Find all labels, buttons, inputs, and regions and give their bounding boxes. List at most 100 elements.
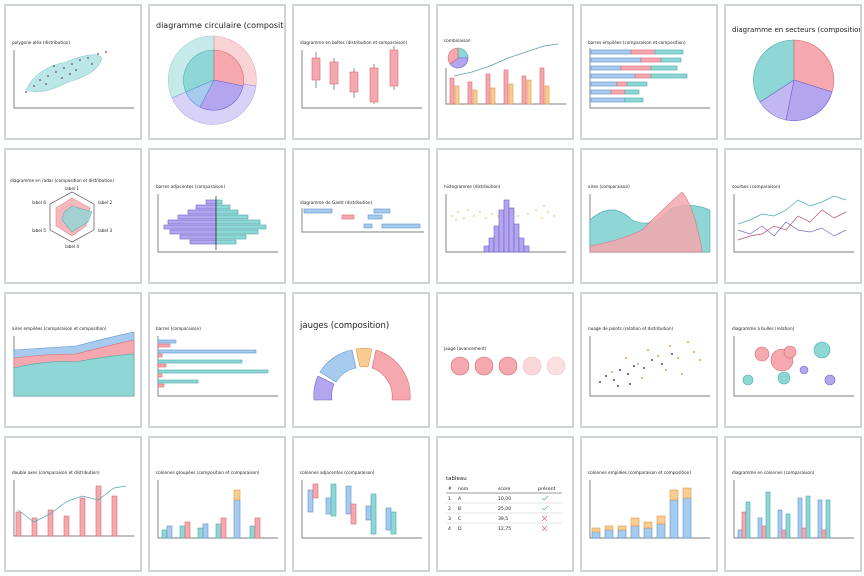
boxes [311, 46, 399, 104]
table-cell: 2 [448, 506, 451, 512]
tile-title: combinaison [444, 38, 471, 43]
table-cell: B [458, 506, 461, 512]
tile-title: jauge (avancement) [443, 346, 487, 351]
table-cell: 3 [448, 516, 451, 522]
thumbnail: barres adjacentes (comparaison) [156, 184, 278, 253]
chart-tile[interactable]: combinaison [436, 4, 574, 140]
points [25, 51, 107, 93]
tile-title: nuage de points (relation et distributio… [588, 326, 674, 331]
chart-tile[interactable]: nuage de points (relation et distributio… [580, 292, 718, 428]
chart-tile[interactable]: colonnes empilées (comparaison et compos… [580, 436, 718, 572]
axis [301, 50, 422, 109]
thumbnail: double axes (comparaison et distribution… [12, 470, 134, 537]
axis [733, 336, 854, 397]
chart-tile[interactable]: courbes (comparaison) [724, 148, 862, 284]
chart-tile[interactable]: diagramme en secteurs (composition) [724, 4, 862, 140]
columns [737, 491, 831, 539]
thumbnail: diagramme en radar (composition et distr… [10, 178, 114, 249]
thumbnail: tableau # nom score présent 1 A 10,00 2 … [446, 476, 562, 532]
cross-icon [541, 515, 548, 522]
chart-tile[interactable]: diagramme en radar (composition et distr… [4, 148, 142, 284]
tile-title: histogramme (distribution) [444, 184, 501, 189]
axis [157, 336, 278, 397]
columns [449, 67, 550, 105]
radar-label: label 2 [98, 200, 112, 205]
table-header: présent [538, 485, 556, 492]
thumbnail: courbes (comparaison) [732, 184, 854, 253]
radar [49, 191, 95, 243]
gantt-bars [303, 208, 421, 229]
chart-tile[interactable]: diagramme circulaire (composition) [148, 4, 286, 140]
radar-label: label 1 [65, 186, 79, 191]
chart-tile[interactable]: jauges (composition) [292, 292, 430, 428]
chart-tile[interactable]: barres (comparaison) [148, 292, 286, 428]
check-icon [541, 495, 549, 501]
line [737, 209, 847, 241]
chart-tile[interactable]: polygone aléa (distribution) [4, 4, 142, 140]
thumbnail: histogramme (distribution) [444, 184, 566, 253]
tile-title: aires empilées (comparaison et compositi… [12, 326, 107, 331]
chart-tile[interactable]: double axes (comparaison et distribution… [4, 436, 142, 572]
table-cell: 12,75 [498, 526, 511, 532]
tile-title: colonnes groupées (composition et compar… [156, 470, 260, 475]
chart-tile[interactable]: colonnes groupées (composition et compar… [148, 436, 286, 572]
thumbnail: diagramme en boîtes (distribution et com… [300, 40, 422, 109]
chart-tile[interactable]: aires (comparaison) [580, 148, 718, 284]
columns [15, 485, 118, 537]
chart-tile[interactable]: jauge (avancement) [436, 292, 574, 428]
axis [733, 480, 854, 539]
table-cell: C [458, 516, 461, 522]
points [611, 341, 701, 379]
axis [157, 194, 278, 253]
chart-tile[interactable]: barres adjacentes (comparaison) [148, 148, 286, 284]
table-cell: 39,5 [498, 516, 508, 522]
thumbnail: colonnes empilées (comparaison et compos… [588, 470, 710, 539]
chart-tile[interactable]: barres empilées (comparaison et composit… [580, 4, 718, 140]
points [599, 353, 673, 387]
thumbnail: nuage de points (relation et distributio… [588, 326, 710, 397]
chart-tile[interactable]: histogramme (distribution) [436, 148, 574, 284]
radar-label: label 3 [98, 228, 112, 233]
line [17, 485, 127, 523]
thumbnail: diagramme de Gantt (distribution) [300, 200, 424, 233]
tile-title: colonnes empilées (comparaison et compos… [588, 470, 691, 475]
table-cell: A [458, 496, 462, 502]
chart-tile[interactable]: diagramme en colonnes (comparaison) [724, 436, 862, 572]
area [13, 353, 135, 397]
polygon [25, 54, 103, 93]
tile-title: barres (comparaison) [156, 326, 201, 331]
table-cell: 10,00 [498, 496, 511, 502]
chart-tile[interactable]: diagramme de Gantt (distribution) [292, 148, 430, 284]
table-header: score [498, 486, 511, 492]
stacked-bars [590, 49, 688, 103]
bubbles [742, 341, 836, 386]
chart-tile[interactable]: aires empilées (comparaison et compositi… [4, 292, 142, 428]
thumbnail: aires empilées (comparaison et compositi… [12, 326, 135, 397]
tile-title: diagramme en boîtes (distribution et com… [300, 40, 407, 45]
tile-title: colonnes adjacentes (comparaison) [300, 470, 375, 475]
tile-title: barres empilées (comparaison et composit… [588, 40, 686, 45]
area [589, 191, 703, 253]
tile-title: double axes (comparaison et distribution… [12, 470, 100, 475]
thumbnail: diagramme circulaire (composition) [156, 21, 284, 125]
bars [157, 339, 269, 388]
chart-tile[interactable]: colonnes adjacentes (comparaison) [292, 436, 430, 572]
line [737, 221, 847, 237]
table-header: nom [458, 487, 469, 492]
axis [733, 194, 854, 253]
thumbnail: barres empilées (comparaison et composit… [588, 40, 710, 109]
chart-tile[interactable]: diagramme à bulles (relation) [724, 292, 862, 428]
table-cell: 25,00 [498, 506, 511, 512]
thumbnail: combinaison [444, 38, 566, 105]
tile-title: diagramme en radar (composition et distr… [10, 178, 114, 183]
tile-title: courbes (comparaison) [732, 184, 781, 189]
chart-tile[interactable]: tableau # nom score présent 1 A 10,00 2 … [436, 436, 574, 572]
gauge [313, 348, 411, 401]
chart-tile[interactable]: diagramme en boîtes (distribution et com… [292, 4, 430, 140]
jitter [451, 205, 555, 221]
table-cell: D [458, 526, 462, 532]
tile-title: diagramme circulaire (composition) [156, 21, 284, 30]
tile-title: jauges (composition) [299, 321, 389, 331]
thumbnail: aires (comparaison) [588, 184, 711, 253]
table-cell: 4 [448, 526, 451, 532]
